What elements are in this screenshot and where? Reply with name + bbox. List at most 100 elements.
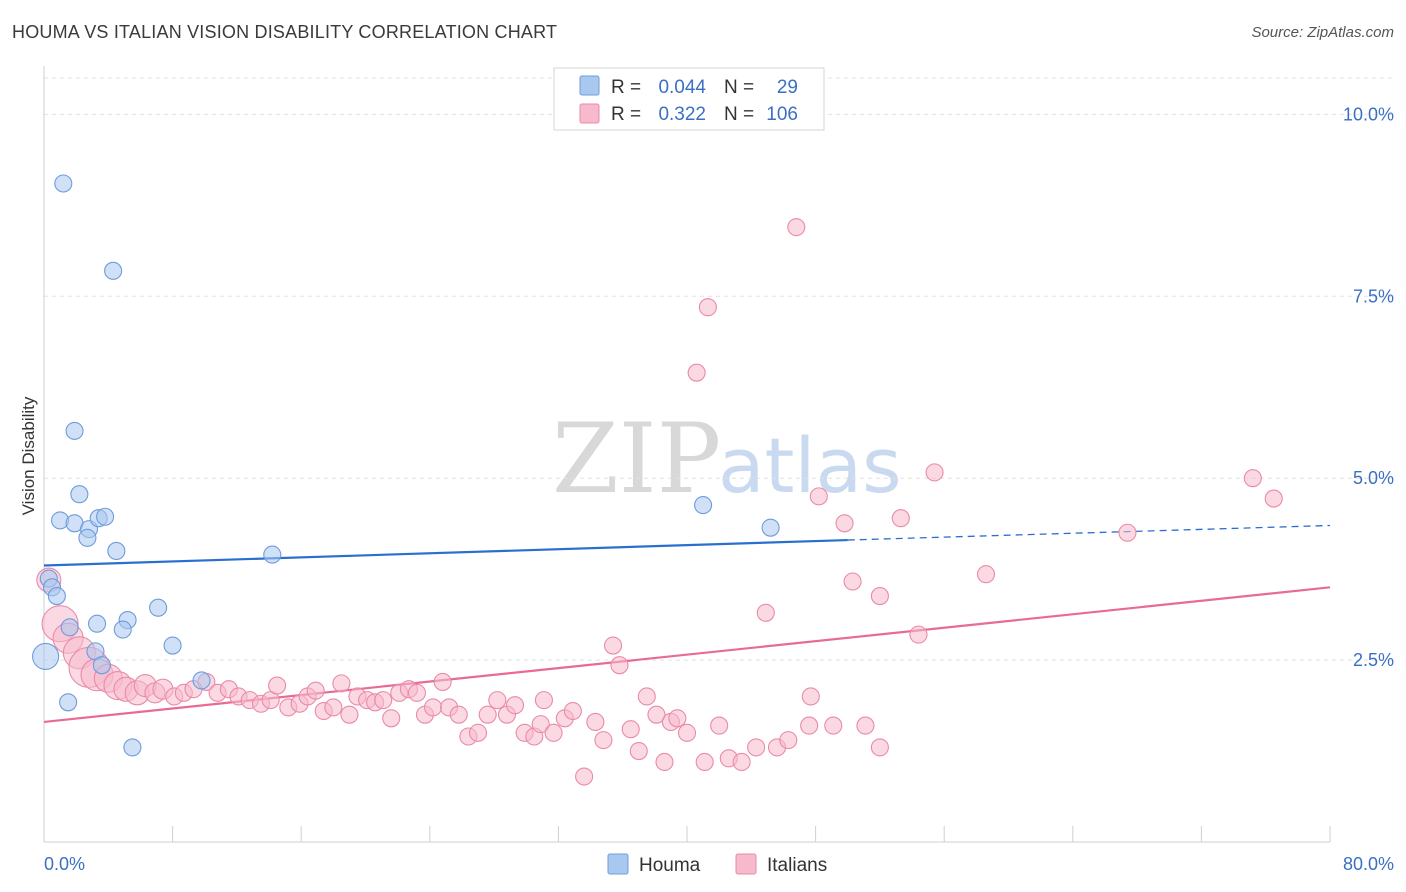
point-italians-31 <box>340 705 359 724</box>
point-italians-85 <box>824 716 843 735</box>
point-houma-7 <box>78 528 97 547</box>
watermark-zip: ZIP <box>552 403 721 515</box>
point-houma-26 <box>123 738 142 757</box>
point-italians-36 <box>382 709 401 728</box>
y-tick-label-1: 5.0% <box>1353 468 1394 488</box>
point-houma-9 <box>96 507 115 526</box>
point-italians-70 <box>677 723 697 742</box>
x-tick-label-max: 80.0% <box>1343 854 1394 874</box>
series-legend-label-houma: Houma <box>639 855 701 876</box>
point-italians-76 <box>732 752 751 772</box>
point-italians-94 <box>976 565 996 584</box>
series-legend-label-italians: Italians <box>767 855 827 876</box>
legend: R = 0.044 N = 29 R = 0.322 N = 106 <box>553 67 825 131</box>
point-italians-61 <box>604 636 623 655</box>
chart-title: HOUMA VS ITALIAN VISION DISABILITY CORRE… <box>12 22 558 42</box>
point-italians-93 <box>925 463 944 482</box>
point-italians-29 <box>324 698 343 717</box>
point-houma-19 <box>60 618 79 637</box>
legend-swatch-italians <box>579 103 600 124</box>
point-italians-50 <box>505 696 525 715</box>
y-tick-label-0: 2.5% <box>1353 650 1394 670</box>
legend-n-value-houma: 29 <box>777 77 798 98</box>
point-houma-0 <box>54 174 73 193</box>
gridlines <box>44 77 1392 661</box>
point-italians-69 <box>668 709 687 728</box>
legend-n-label-houma: N = <box>724 77 754 98</box>
point-houma-15 <box>149 598 168 617</box>
watermark-atlas: atlas <box>718 421 902 510</box>
data-points <box>32 174 1283 786</box>
point-italians-86 <box>835 514 854 533</box>
point-italians-80 <box>779 731 798 750</box>
point-italians-89 <box>870 587 889 606</box>
point-italians-46 <box>468 723 488 742</box>
point-italians-44 <box>449 705 468 724</box>
point-italians-57 <box>563 701 582 721</box>
point-houma-17 <box>87 614 107 633</box>
point-italians-55 <box>544 723 563 742</box>
point-italians-92 <box>909 625 928 644</box>
point-italians-81 <box>787 218 806 237</box>
point-houma-2 <box>65 421 84 440</box>
watermark: ZIP atlas <box>552 403 902 515</box>
point-italians-83 <box>801 687 820 706</box>
point-houma-10 <box>107 541 126 561</box>
point-italians-84 <box>809 487 828 506</box>
point-italians-58 <box>575 767 594 786</box>
x-tick-labels: 0.0% 80.0% <box>44 854 1394 874</box>
point-italians-35 <box>374 691 393 710</box>
point-houma-18 <box>113 620 132 639</box>
axes <box>43 66 1331 843</box>
point-houma-22 <box>32 642 60 671</box>
point-italians-71 <box>687 363 706 382</box>
point-italians-78 <box>756 603 775 622</box>
point-italians-67 <box>655 752 674 772</box>
point-italians-90 <box>870 738 889 757</box>
point-italians-62 <box>610 656 629 675</box>
point-italians-74 <box>710 716 729 735</box>
point-italians-87 <box>843 572 862 591</box>
point-italians-27 <box>306 681 325 700</box>
point-italians-42 <box>433 672 452 691</box>
point-italians-39 <box>407 683 426 702</box>
trendline-extension-houma <box>847 524 1331 541</box>
point-italians-96 <box>1243 469 1262 488</box>
point-italians-95 <box>1118 523 1137 542</box>
point-italians-65 <box>637 687 656 706</box>
legend-r-label-italians: R = <box>611 104 641 125</box>
legend-swatch-houma <box>579 75 600 96</box>
legend-r-value-houma: 0.044 <box>658 77 706 98</box>
x-tick-label-min: 0.0% <box>44 854 85 874</box>
point-italians-60 <box>594 731 613 750</box>
point-houma-24 <box>192 671 211 690</box>
point-houma-14 <box>47 587 66 606</box>
point-italians-59 <box>586 712 605 731</box>
point-italians-63 <box>621 720 640 739</box>
legend-r-label-houma: R = <box>611 77 641 98</box>
point-italians-53 <box>531 715 550 734</box>
legend-r-value-italians: 0.322 <box>658 104 706 125</box>
point-houma-23 <box>92 656 111 675</box>
point-italians-54 <box>534 691 553 710</box>
y-tick-labels: 2.5% 5.0% 7.5% 10.0% <box>1343 104 1394 670</box>
point-houma-11 <box>263 545 282 564</box>
legend-n-label-italians: N = <box>724 104 754 125</box>
trendline-houma <box>43 538 848 567</box>
y-tick-label-3: 10.0% <box>1343 104 1394 124</box>
point-italians-91 <box>891 509 910 528</box>
point-italians-88 <box>856 716 875 735</box>
point-italians-48 <box>488 691 507 710</box>
point-houma-28 <box>761 518 780 537</box>
point-italians-82 <box>800 716 819 735</box>
y-axis-label: Vision Disability <box>19 396 38 515</box>
legend-n-value-italians: 106 <box>766 104 798 125</box>
point-italians-23 <box>268 676 287 695</box>
point-italians-41 <box>423 698 443 717</box>
point-italians-30 <box>332 674 351 693</box>
point-houma-3 <box>70 485 89 504</box>
series-legend-swatch-houma <box>607 853 629 875</box>
point-italians-73 <box>695 752 714 772</box>
point-houma-25 <box>59 693 78 712</box>
